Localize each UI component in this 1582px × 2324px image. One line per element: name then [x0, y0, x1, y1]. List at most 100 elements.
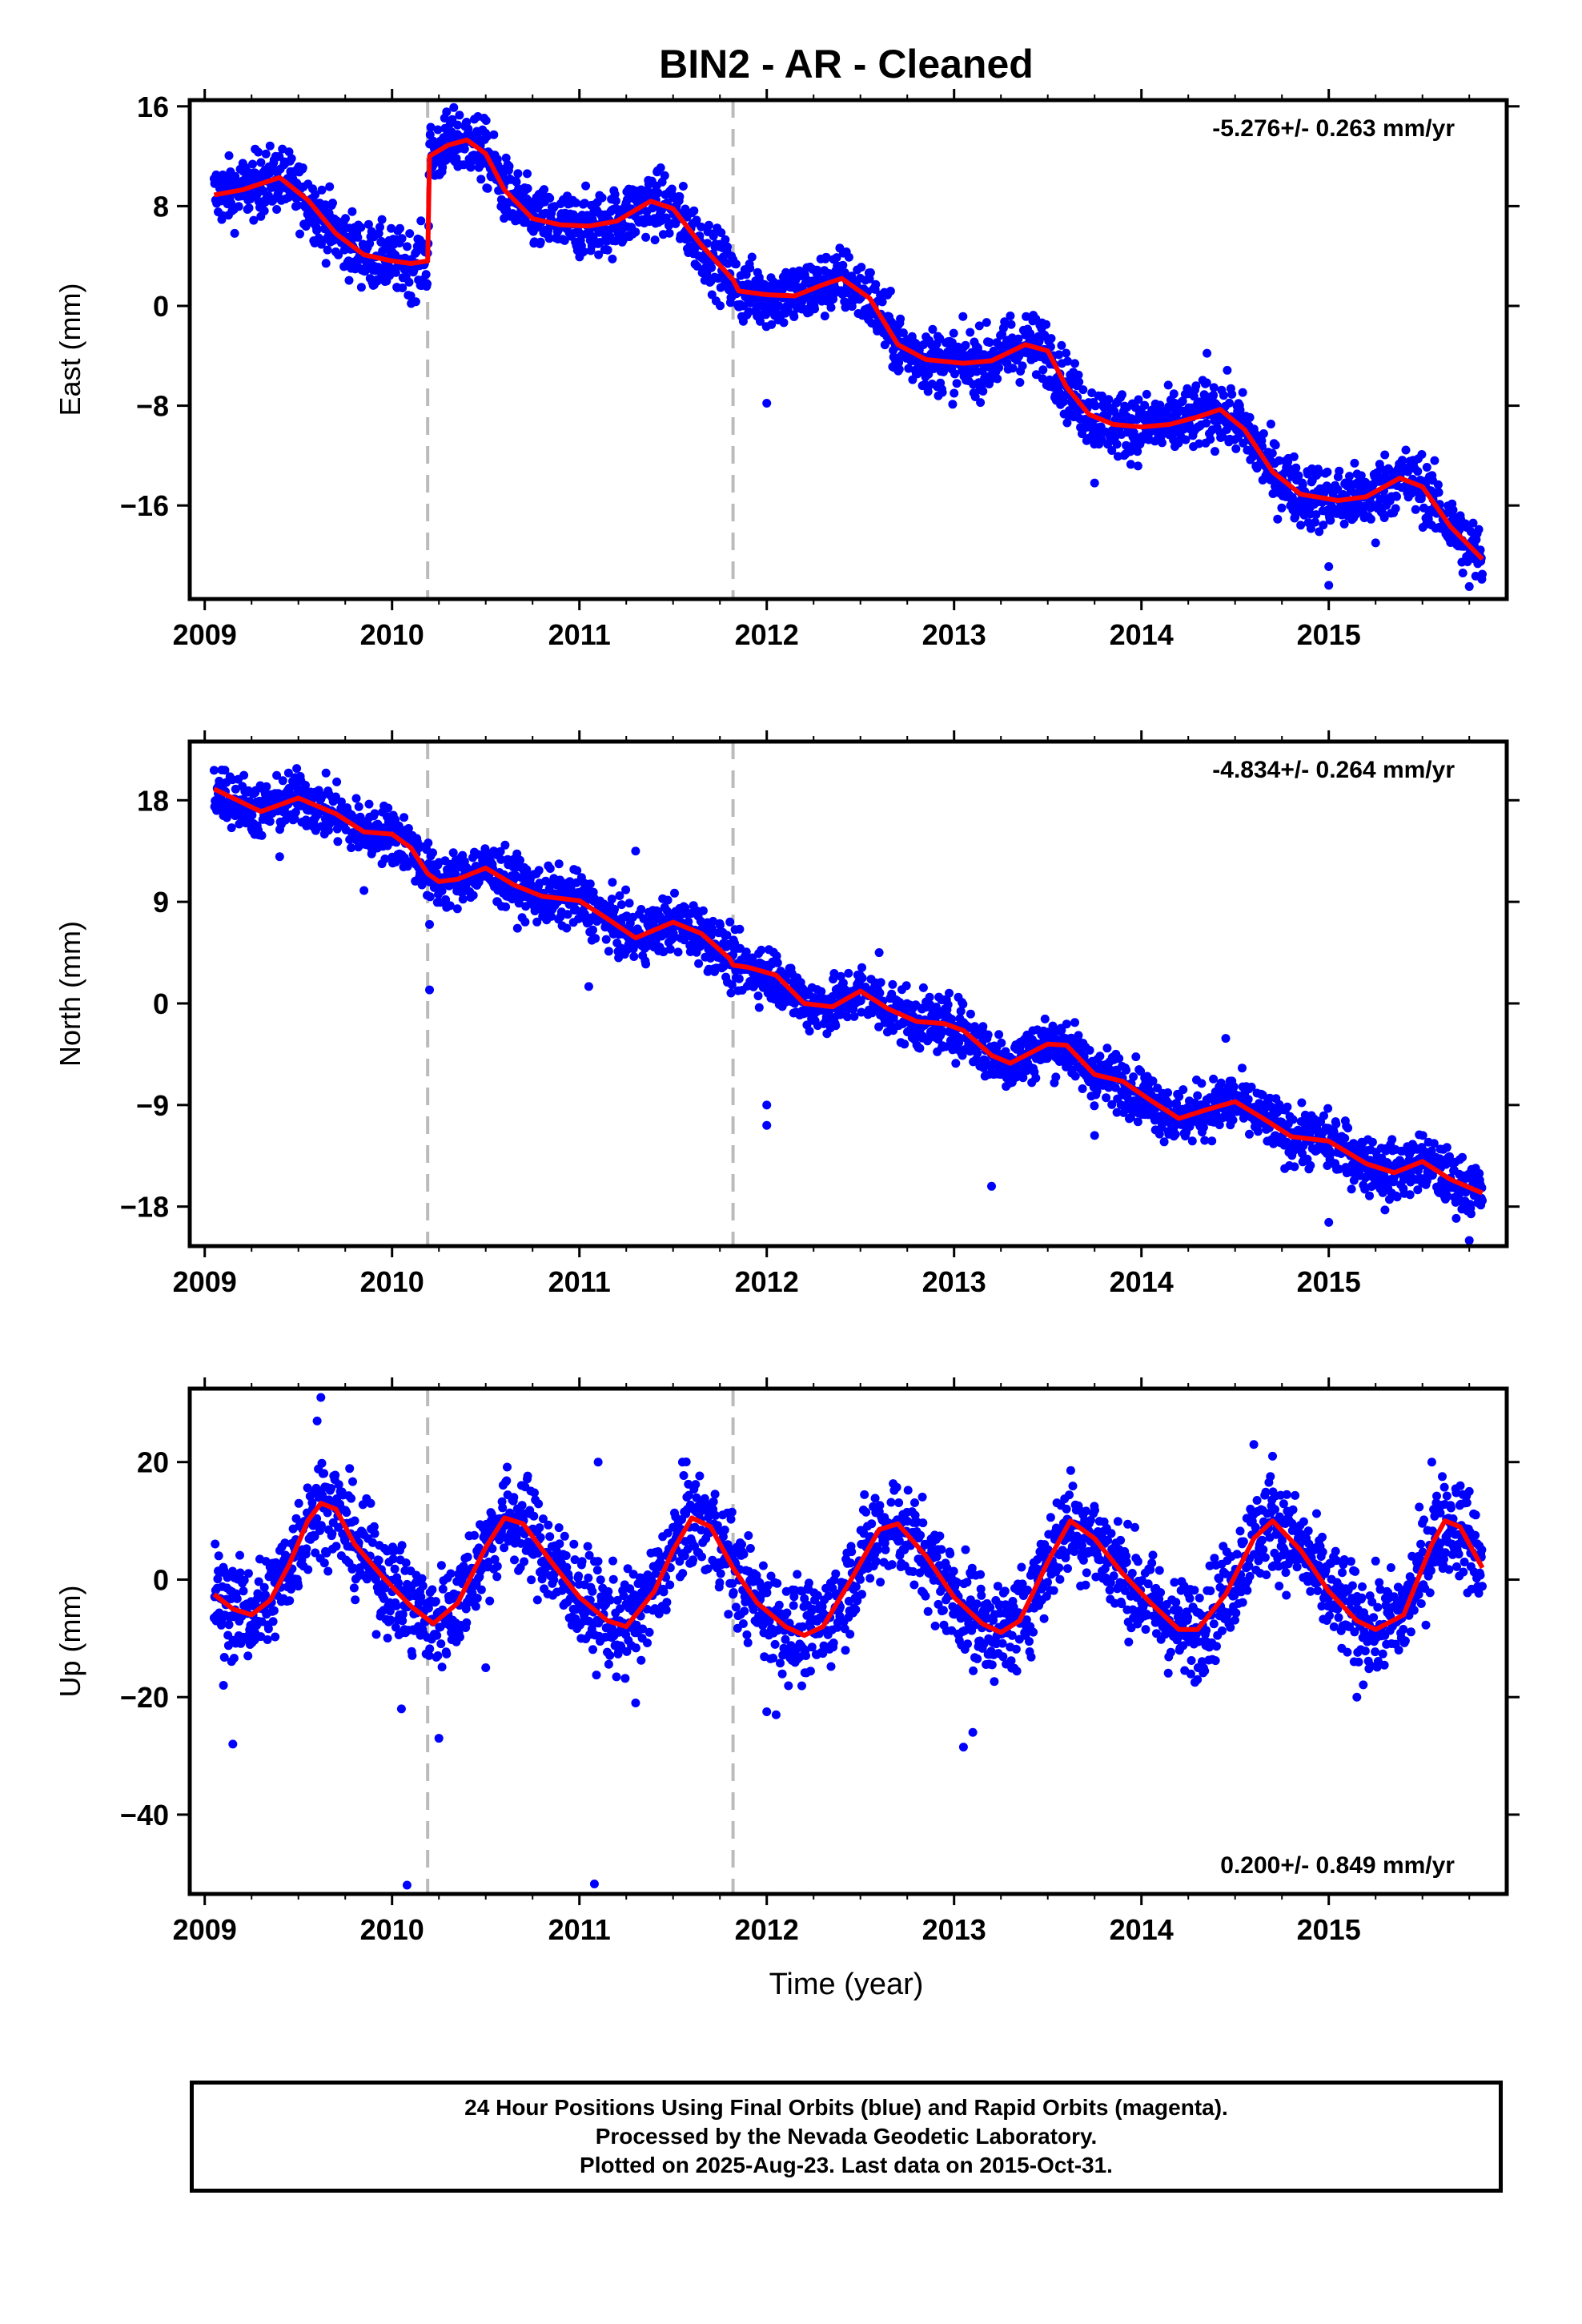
data-point	[1203, 348, 1212, 358]
data-point	[961, 340, 970, 350]
data-point	[396, 223, 404, 233]
data-point	[351, 794, 361, 803]
data-point	[1238, 388, 1247, 397]
data-point	[562, 923, 572, 933]
data-point	[1087, 388, 1097, 397]
data-point	[952, 379, 962, 388]
data-point	[667, 184, 677, 194]
data-point	[1283, 1102, 1292, 1112]
data-point	[1209, 383, 1219, 392]
data-point	[753, 991, 763, 1001]
data-point	[438, 163, 448, 172]
data-point	[261, 149, 271, 159]
data-point	[400, 813, 409, 822]
data-point	[442, 107, 452, 117]
data-point	[596, 238, 604, 247]
data-point	[717, 228, 726, 238]
data-point	[1063, 356, 1072, 366]
data-point	[224, 151, 234, 160]
data-point	[698, 906, 708, 915]
data-point	[838, 260, 848, 270]
data-point	[973, 1048, 982, 1058]
data-point	[1219, 391, 1228, 400]
data-point	[1297, 1098, 1307, 1108]
data-point	[1405, 1190, 1415, 1200]
data-point	[857, 973, 867, 983]
data-point	[840, 268, 849, 277]
data-point	[1398, 456, 1407, 465]
data-point	[298, 163, 307, 172]
y-axis-label-east: East (mm)	[54, 283, 86, 416]
data-point	[1085, 1046, 1094, 1055]
data-point	[1289, 452, 1299, 461]
data-point	[1225, 398, 1234, 408]
data-point	[1133, 461, 1142, 471]
data-point	[1000, 317, 1010, 327]
data-point	[459, 160, 468, 170]
data-point	[1211, 447, 1219, 456]
data-point	[325, 182, 335, 191]
data-point	[1227, 389, 1237, 399]
data-point	[1259, 429, 1268, 438]
panel-east: 2009 2010 2011 2012 2013 2014 20151680−8−16Eas…	[54, 89, 1520, 651]
data-point	[1018, 361, 1027, 371]
data-point	[481, 116, 491, 125]
data-point	[1126, 460, 1135, 469]
data-point	[230, 228, 239, 238]
data-point	[1207, 1136, 1217, 1146]
data-point	[945, 988, 954, 998]
data-point	[262, 782, 271, 791]
data-point	[254, 147, 263, 157]
data-point	[1058, 397, 1068, 407]
data-point	[1102, 1093, 1111, 1103]
data-point	[544, 234, 554, 243]
data-point	[423, 279, 432, 288]
data-point	[257, 830, 267, 840]
data-point	[704, 220, 713, 230]
data-point	[425, 892, 435, 902]
data-point	[1291, 463, 1301, 472]
data-point	[1133, 447, 1142, 456]
data-point	[948, 400, 958, 409]
data-point	[1311, 517, 1320, 527]
data-point	[512, 177, 521, 187]
data-point	[958, 999, 968, 1009]
data-point	[636, 905, 646, 914]
data-point	[1102, 411, 1112, 420]
data-point	[272, 205, 282, 214]
data-point	[1057, 340, 1066, 350]
data-point	[1006, 311, 1015, 320]
data-point	[540, 185, 549, 195]
data-point	[1074, 1031, 1083, 1040]
data-point	[844, 968, 853, 978]
data-point	[424, 838, 433, 848]
data-point	[483, 131, 492, 141]
data-point	[731, 259, 741, 269]
data-point	[520, 917, 530, 927]
data-point	[865, 268, 875, 277]
data-point	[821, 252, 831, 262]
data-point	[675, 192, 685, 201]
data-point	[449, 103, 459, 112]
data-point	[321, 259, 331, 268]
data-point	[844, 252, 853, 262]
data-point	[1102, 1043, 1112, 1053]
data-point	[1347, 1184, 1356, 1194]
data-point	[703, 239, 712, 248]
y-tick-label: −16	[120, 489, 169, 522]
data-point	[976, 398, 986, 408]
data-point	[545, 194, 555, 203]
data-point	[383, 803, 393, 813]
data-point	[293, 200, 303, 210]
data-point	[227, 823, 236, 833]
data-point	[512, 923, 522, 933]
data-point	[723, 242, 732, 251]
data-point	[489, 130, 499, 139]
data-point	[1401, 445, 1411, 455]
data-point	[1126, 447, 1135, 456]
data-point	[1140, 400, 1150, 410]
data-point	[970, 392, 980, 401]
data-point	[641, 959, 651, 969]
panels: 2009 2010 2011 2012 2013 2014 20151680−8−16Eas…	[54, 89, 1520, 1946]
data-point	[1133, 1117, 1142, 1127]
